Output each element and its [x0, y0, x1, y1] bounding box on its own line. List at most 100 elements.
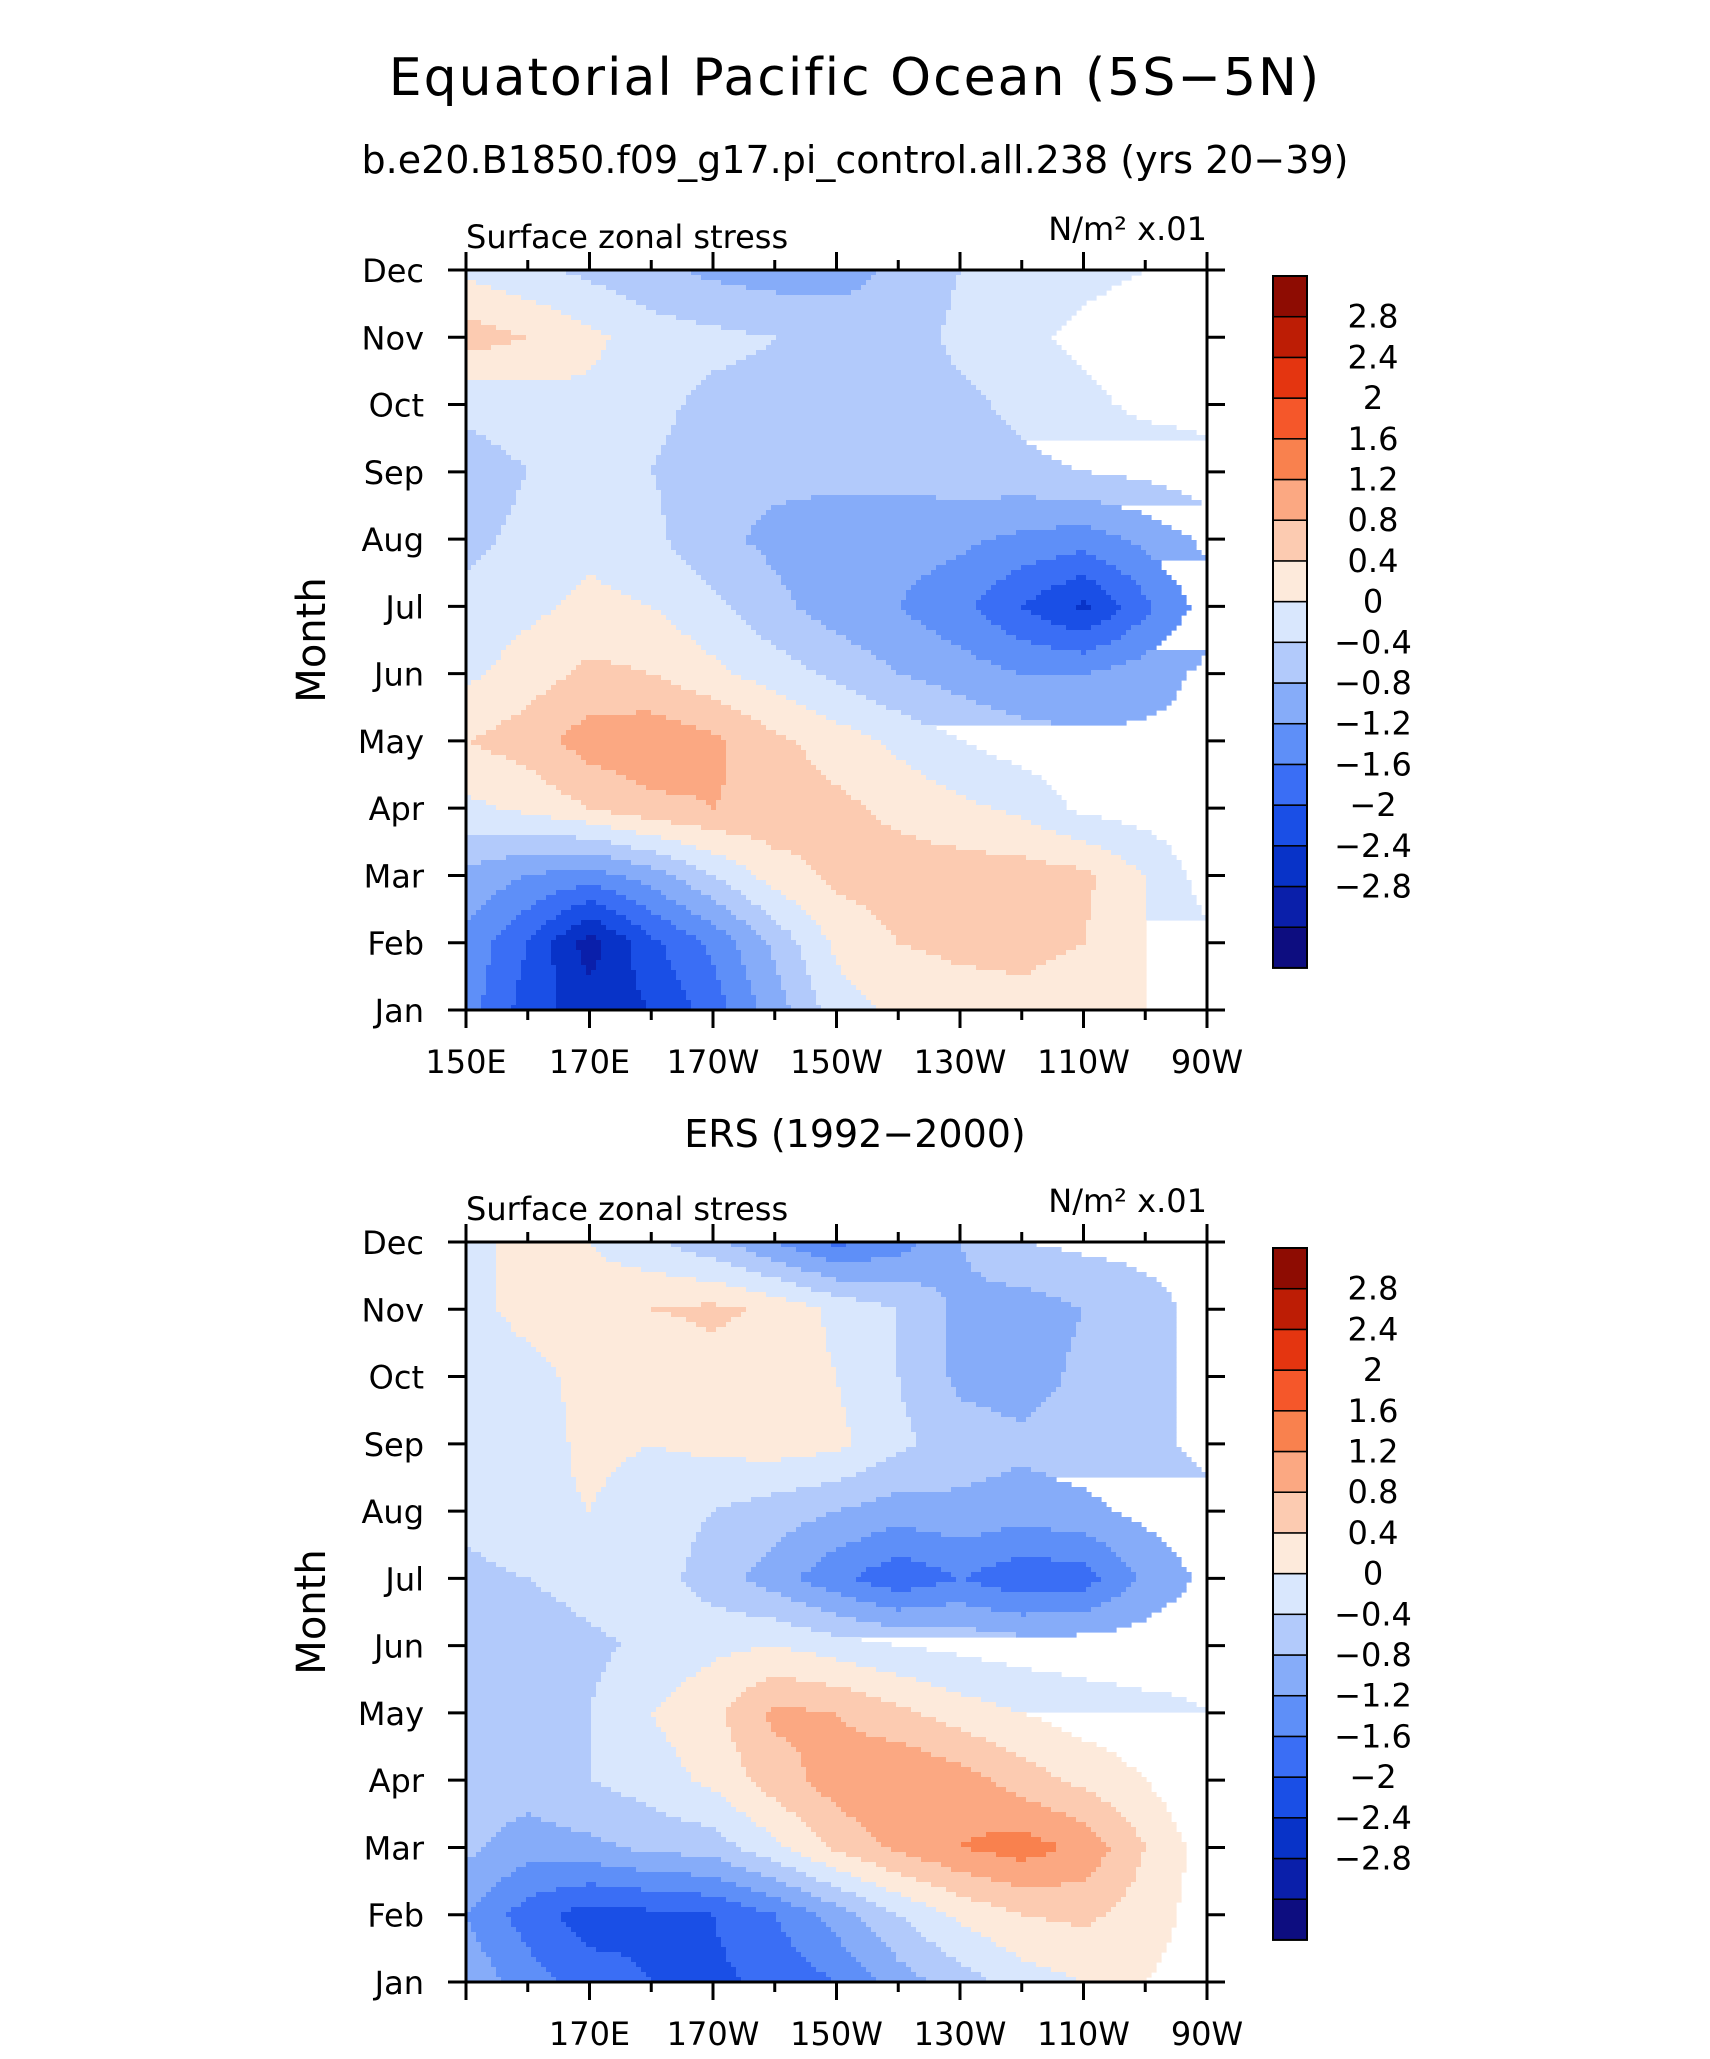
contour-cell: [591, 1622, 792, 1628]
contour-cell: [936, 1287, 1032, 1293]
contour-cell: [766, 510, 1142, 516]
contour-cell: [531, 1947, 597, 1953]
contour-cell: [876, 1497, 1102, 1503]
contour-cell: [466, 890, 497, 896]
contour-cell: [606, 1662, 712, 1668]
contour-cell: [766, 880, 827, 886]
contour-cell: [866, 1732, 972, 1738]
contour-cell: [616, 290, 777, 296]
contour-cell: [886, 1942, 937, 1948]
contour-cell: [656, 850, 712, 856]
contour-cell: [1016, 430, 1197, 436]
contour-cell: [546, 1967, 642, 1973]
contour-cell: [846, 1722, 947, 1728]
contour-cell: [466, 535, 497, 541]
contour-cell: [691, 1772, 747, 1778]
contour-cell: [466, 940, 492, 946]
contour-cell: [886, 705, 992, 711]
contour-cell: [686, 1767, 747, 1773]
colorbar-box: [1272, 1450, 1308, 1493]
contour-cell: [666, 535, 747, 541]
contour-cell: [816, 670, 897, 676]
contour-cell: [681, 555, 767, 561]
contour-cell: [466, 1682, 597, 1688]
x-tick-label: 170E: [549, 1043, 630, 1081]
contour-cell: [466, 1912, 507, 1918]
contour-cell: [466, 780, 547, 786]
contour-cell: [1116, 610, 1152, 616]
contour-cell: [896, 1362, 947, 1368]
x-tick-label: 170W: [667, 2015, 760, 2053]
contour-cell: [466, 1477, 577, 1483]
contour-cell: [1036, 495, 1192, 501]
y-tick-label: Aug: [362, 1493, 424, 1531]
contour-cell: [1016, 635, 1122, 641]
contour-cell: [866, 1897, 912, 1903]
contour-cell: [916, 1972, 982, 1978]
contour-cell: [911, 615, 987, 621]
contour-cell: [731, 1802, 782, 1808]
contour-cell: [746, 1577, 802, 1583]
contour-cell: [701, 1892, 767, 1898]
contour-cell: [566, 1412, 847, 1418]
contour-cell: [466, 1697, 592, 1703]
contour-cell: [1016, 1952, 1162, 1958]
contour-cell: [496, 1252, 602, 1258]
contour-cell: [746, 535, 997, 541]
contour-cell: [551, 955, 582, 961]
contour-cell: [466, 400, 687, 406]
contour-cell: [1146, 595, 1187, 601]
contour-cell: [756, 1907, 807, 1913]
contour-cell: [551, 815, 642, 821]
contour-cell: [666, 790, 722, 796]
contour-cell: [466, 1492, 582, 1498]
contour-cell: [581, 275, 702, 281]
contour-cell: [466, 1902, 477, 1908]
contour-cell: [786, 695, 867, 701]
contour-cell: [601, 765, 727, 771]
contour-cell: [566, 1922, 717, 1928]
contour-cell: [1016, 1752, 1117, 1758]
contour-cell: [821, 1482, 972, 1488]
contour-cell: [1056, 1842, 1107, 1848]
contour-cell: [571, 1472, 612, 1478]
contour-cell: [886, 660, 992, 666]
y-tick-label: May: [358, 723, 424, 761]
contour-cell: [726, 1957, 807, 1963]
contour-cell: [466, 285, 492, 291]
contour-cell: [1121, 635, 1167, 641]
contour-cell: [466, 1807, 657, 1813]
contour-cell: [1051, 620, 1102, 626]
contour-cell: [781, 575, 922, 581]
contour-cell: [726, 1712, 767, 1718]
contour-cell: [656, 475, 1127, 481]
contour-cell: [466, 1562, 497, 1568]
contour-cell: [496, 1282, 727, 1288]
contour-cell: [466, 1547, 472, 1553]
contour-cell: [1026, 600, 1082, 606]
contour-cell: [636, 1797, 727, 1803]
contour-cell: [786, 895, 847, 901]
contour-cell: [781, 985, 812, 991]
contour-cell: [736, 1967, 817, 1973]
contour-cell: [821, 1792, 1017, 1798]
contour-cell: [791, 1597, 857, 1603]
contour-cell: [956, 845, 1102, 851]
contour-cell: [536, 1957, 632, 1963]
contour-cell: [1046, 1917, 1097, 1923]
contour-cell: [466, 1517, 707, 1523]
contour-cell: [701, 380, 972, 386]
contour-cell: [796, 1487, 952, 1493]
contour-cell: [796, 1282, 922, 1288]
contour-cell: [491, 955, 527, 961]
contour-cell: [726, 1707, 772, 1713]
contour-cell: [601, 1677, 687, 1683]
contour-cell: [466, 550, 487, 556]
contour-cell: [836, 1657, 982, 1663]
contour-cell: [586, 900, 597, 906]
contour-cell: [636, 830, 727, 836]
contour-cell: [896, 940, 1087, 946]
figure-subtitle-model: b.e20.B1850.f09_g17.pi_control.all.238 (…: [362, 138, 1349, 182]
contour-cell: [841, 1942, 887, 1948]
colorbar-box: [1272, 275, 1308, 318]
